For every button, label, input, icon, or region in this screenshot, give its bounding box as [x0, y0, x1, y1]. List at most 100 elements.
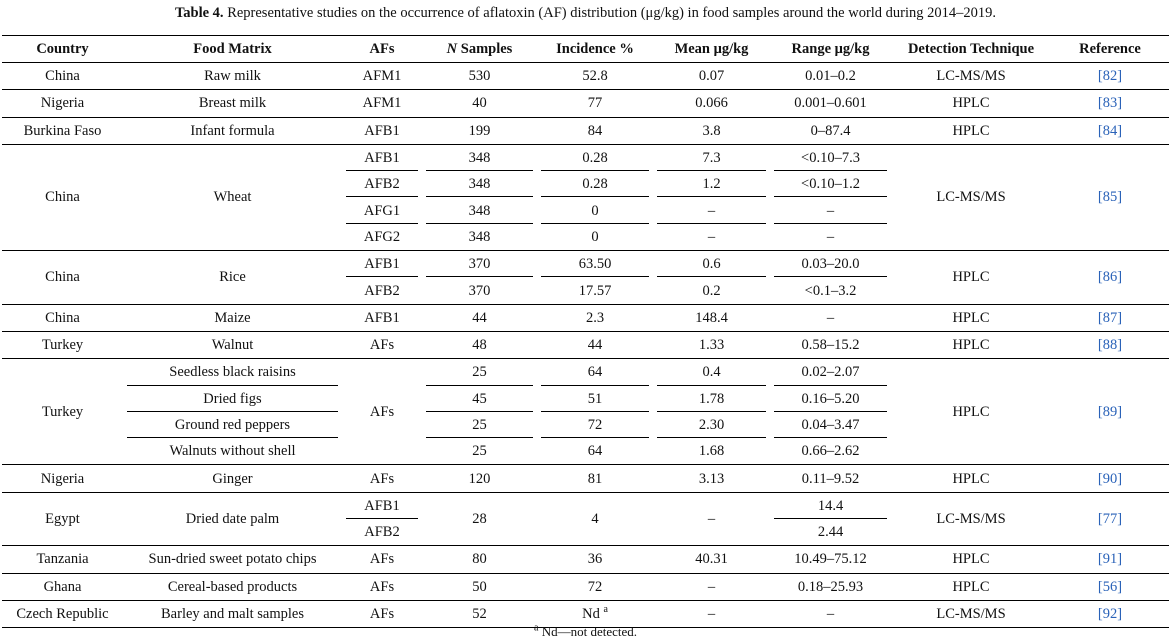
cell-incidence: 64: [587, 443, 603, 460]
cell-country: Turkey: [2, 358, 123, 465]
cell-n-samples: 44: [422, 303, 537, 332]
cell-incidence: 63.50: [537, 250, 653, 278]
reference-link[interactable]: [92]: [1051, 599, 1169, 629]
cell-technique: LC-MS/MS: [891, 143, 1051, 251]
cell-n-samples: 50: [422, 572, 537, 601]
cell-afs: AFs: [342, 599, 422, 629]
cell-range: 0–87.4: [770, 116, 891, 145]
cell-incidence: 51: [537, 386, 653, 412]
cell-incidence: 44: [537, 330, 653, 359]
table-row: Ground red peppers 25 72 2.30 0.04–3.47: [2, 412, 1169, 439]
cell-afs: AFB1: [342, 143, 422, 172]
cell-mean: –: [707, 228, 716, 245]
cell-technique: HPLC: [891, 303, 1051, 332]
header-n-rest: Samples: [457, 41, 513, 57]
table-row: AFG1 348 0 – –: [2, 197, 1169, 224]
cell-range: 0.03–20.0: [770, 250, 891, 278]
cell-country: Tanzania: [2, 545, 123, 574]
cell-mean: 0.6: [653, 250, 770, 278]
cell-n-samples: 28: [422, 491, 537, 546]
table-row: AFG2 348 0 – –: [2, 224, 1169, 251]
reference-link[interactable]: [87]: [1051, 303, 1169, 332]
reference-link[interactable]: [56]: [1051, 572, 1169, 601]
cell-mean: 40.31: [653, 545, 770, 574]
cell-food-matrix: Wheat: [123, 143, 342, 251]
reference-link[interactable]: [91]: [1051, 545, 1169, 574]
cell-country: Burkina Faso: [2, 116, 123, 145]
table-row: AFB2 348 0.28 1.2 <0.10–1.2: [2, 171, 1169, 198]
cell-mean: 0.4: [653, 358, 770, 386]
reference-link[interactable]: [89]: [1051, 358, 1169, 465]
reference-link[interactable]: [77]: [1051, 491, 1169, 546]
cell-technique: LC-MS/MS: [891, 599, 1051, 629]
cell-range: 0.01–0.2: [770, 61, 891, 90]
cell-food-matrix: Maize: [123, 303, 342, 332]
cell-n-samples: 348: [468, 228, 491, 245]
cell-food-matrix: Walnut: [123, 330, 342, 359]
table-row: China Rice AFB1 370 63.50 0.6 0.03–20.0 …: [2, 250, 1169, 305]
cell-country: Nigeria: [2, 89, 123, 118]
cell-incidence: 77: [537, 89, 653, 118]
reference-link[interactable]: [82]: [1051, 61, 1169, 90]
header-food-matrix: Food Matrix: [123, 35, 342, 63]
cell-range: 14.4: [770, 491, 891, 520]
cell-range: –: [770, 303, 891, 332]
table-row: Burkina Faso Infant formula AFB1 199 84 …: [2, 116, 1169, 145]
reference-link[interactable]: [83]: [1051, 89, 1169, 118]
cell-country: Nigeria: [2, 464, 123, 493]
cell-food-matrix: Seedless black raisins: [123, 358, 342, 386]
cell-mean: 1.33: [653, 330, 770, 359]
cell-range: 0.11–9.52: [770, 464, 891, 493]
reference-link[interactable]: [85]: [1051, 143, 1169, 251]
cell-country: China: [2, 250, 123, 305]
table-caption: Table 4. Representative studies on the o…: [0, 3, 1171, 23]
header-row: Country Food Matrix AFs N Samples Incide…: [2, 35, 1169, 63]
header-afs: AFs: [342, 35, 422, 63]
cell-range: –: [826, 228, 835, 245]
cell-mean: 1.78: [653, 386, 770, 412]
reference-link[interactable]: [88]: [1051, 330, 1169, 359]
cell-n-samples: 40: [422, 89, 537, 118]
cell-afs: AFG1: [342, 197, 422, 224]
cell-country: Egypt: [2, 491, 123, 546]
cell-n-samples: 370: [468, 282, 491, 299]
cell-technique: HPLC: [891, 116, 1051, 145]
header-detection-technique: Detection Technique: [891, 35, 1051, 63]
cell-range: 0.001–0.601: [770, 89, 891, 118]
cell-technique: LC-MS/MS: [891, 61, 1051, 90]
reference-link[interactable]: [90]: [1051, 464, 1169, 493]
cell-range: 0.66–2.62: [801, 443, 860, 460]
table-row: Tanzania Sun-dried sweet potato chips AF…: [2, 545, 1169, 574]
header-reference: Reference: [1051, 35, 1169, 63]
cell-incidence: 0.28: [537, 171, 653, 198]
cell-afs: AFs: [342, 330, 422, 359]
table-caption-label: Table 4.: [174, 5, 224, 21]
cell-range: <0.10–7.3: [770, 143, 891, 172]
cell-n-samples: 348: [422, 143, 537, 172]
cell-mean: 3.8: [653, 116, 770, 145]
cell-country: Czech Republic: [2, 599, 123, 629]
footnote-sup: a: [533, 622, 539, 634]
cell-range: 0.02–2.07: [770, 358, 891, 386]
header-n-samples: N Samples: [422, 35, 537, 63]
header-mean: Mean μg/kg: [653, 35, 770, 63]
cell-food-matrix: Rice: [123, 250, 342, 305]
cell-mean: –: [653, 491, 770, 546]
table-row: AFB2 2.44: [2, 519, 1169, 546]
table-row: Turkey Walnut AFs 48 44 1.33 0.58–15.2 H…: [2, 330, 1169, 359]
incidence-value: Nd: [582, 606, 600, 623]
cell-food-matrix: Cereal-based products: [123, 572, 342, 601]
cell-technique: HPLC: [891, 330, 1051, 359]
cell-n-samples: 25: [422, 412, 537, 439]
table-row: Turkey Seedless black raisins AFs 25 64 …: [2, 358, 1169, 465]
reference-link[interactable]: [84]: [1051, 116, 1169, 145]
cell-mean: –: [653, 197, 770, 224]
cell-incidence: 81: [537, 464, 653, 493]
cell-mean: 7.3: [653, 143, 770, 172]
table-row: China Raw milk AFM1 530 52.8 0.07 0.01–0…: [2, 61, 1169, 90]
cell-food-matrix: Sun-dried sweet potato chips: [123, 545, 342, 574]
header-range: Range μg/kg: [770, 35, 891, 63]
reference-link[interactable]: [86]: [1051, 250, 1169, 305]
cell-food-matrix: Ground red peppers: [123, 412, 342, 439]
header-country: Country: [2, 35, 123, 63]
